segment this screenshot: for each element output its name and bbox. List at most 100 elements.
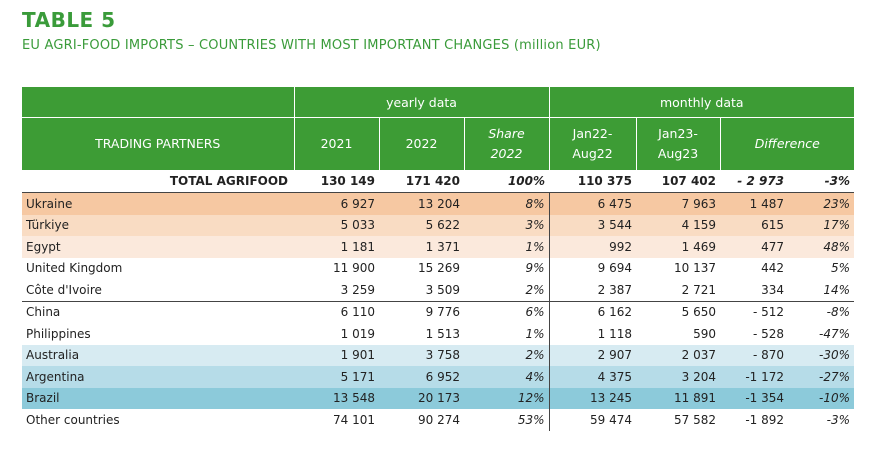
header-share-line2: 2022 — [490, 146, 523, 161]
difference-pct: 17% — [788, 214, 855, 236]
total-row: TOTAL AGRIFOOD 130 149 171 420 100% 110 … — [22, 170, 855, 193]
value-jan22-aug22: 4 375 — [548, 366, 637, 388]
value-2021: 3 259 — [294, 279, 379, 301]
country-name: Ukraine — [22, 192, 294, 215]
total-name: TOTAL AGRIFOOD — [22, 170, 294, 193]
country-name: Australia — [22, 344, 294, 366]
difference-pct: 5% — [788, 257, 855, 279]
table-row: Türkiye 5 033 5 622 3% 3 544 4 159 615 17% — [22, 214, 855, 236]
country-name: Argentina — [22, 366, 294, 388]
value-jan23-aug23: 4 159 — [636, 214, 721, 236]
difference-pct: -8% — [788, 300, 855, 323]
value-jan22-aug22: 9 694 — [548, 257, 637, 279]
share-2022: 6% — [464, 300, 550, 323]
value-2021: 13 548 — [294, 387, 379, 409]
difference: 442 — [720, 257, 789, 279]
header-group-row: yearly data monthly data — [22, 87, 855, 118]
header-m2-line1: Jan23- — [658, 126, 698, 141]
value-2022: 1 371 — [379, 236, 464, 258]
total-difference-pct: -3% — [788, 170, 855, 193]
table-row: United Kingdom 11 900 15 269 9% 9 694 10 137 4… — [22, 257, 855, 279]
difference: -1 354 — [720, 387, 789, 409]
table-row: China 6 110 9 776 6% 6 162 5 650- 512 -8% — [22, 300, 855, 323]
country-name: Other countries — [22, 409, 294, 431]
country-name: Egypt — [22, 236, 294, 258]
difference-pct: -3% — [788, 409, 855, 431]
header-2022: 2022 — [378, 117, 464, 170]
table-row: Brazil 13 548 20 173 12% 13 245 11 891 -1 354-… — [22, 387, 855, 409]
header-column-row: TRADING PARTNERS 2021 2022 Share 2022 Ja… — [22, 117, 855, 170]
country-name: United Kingdom — [22, 257, 294, 279]
share-2022: 1% — [464, 236, 550, 258]
value-jan23-aug23: 5 650 — [636, 300, 721, 323]
value-jan23-aug23: 57 582 — [636, 409, 721, 431]
share-2022: 53% — [464, 409, 550, 431]
value-jan22-aug22: 992 — [548, 236, 637, 258]
value-jan22-aug22: 6 475 — [548, 192, 637, 215]
value-jan22-aug22: 1 118 — [548, 323, 637, 345]
difference: 334 — [720, 279, 789, 301]
value-2022: 13 204 — [379, 192, 464, 215]
share-2022: 4% — [464, 366, 550, 388]
value-jan22-aug22: 13 245 — [548, 387, 637, 409]
imports-table: yearly data monthly data TRADING PARTNER… — [22, 87, 855, 431]
share-2022: 12% — [464, 387, 550, 409]
value-2021: 6 927 — [294, 192, 379, 215]
value-2021: 1 901 — [294, 344, 379, 366]
header-share-2022: Share 2022 — [463, 117, 550, 170]
header-share-line1: Share — [488, 126, 525, 141]
total-share: 100% — [464, 170, 550, 193]
table-subtitle: EU AGRI-FOOD IMPORTS – COUNTRIES WITH MO… — [22, 38, 601, 53]
value-jan23-aug23: 590 — [636, 323, 721, 345]
total-jan22-aug22: 110 375 — [549, 170, 637, 193]
header-jan23-aug23: Jan23- Aug23 — [635, 117, 721, 170]
value-2022: 1 513 — [379, 323, 464, 345]
value-jan23-aug23: 2 037 — [636, 344, 721, 366]
value-jan22-aug22: 2 387 — [548, 279, 637, 301]
table-row: Egypt 1 181 1 371 1% 992 1 469 477 48% — [22, 236, 855, 258]
share-2022: 2% — [464, 279, 550, 301]
table-row: Ukraine 6 927 13 204 8% 6 475 7 963 1 487 23% — [22, 192, 855, 215]
country-name: China — [22, 300, 294, 323]
value-2021: 5 171 — [294, 366, 379, 388]
table-row: Other countries 74 101 90 274 53% 59 474 57 5… — [22, 409, 855, 431]
difference-pct: 14% — [788, 279, 855, 301]
header-trading-partners: TRADING PARTNERS — [22, 117, 294, 170]
difference: -1 172 — [720, 366, 789, 388]
difference: - 528 — [720, 323, 789, 345]
value-jan22-aug22: 59 474 — [548, 409, 637, 431]
difference: -1 892 — [720, 409, 789, 431]
country-name: Brazil — [22, 387, 294, 409]
value-jan23-aug23: 10 137 — [636, 257, 721, 279]
value-2022: 90 274 — [379, 409, 464, 431]
header-2021: 2021 — [293, 117, 379, 170]
share-2022: 9% — [464, 257, 550, 279]
value-2022: 3 758 — [379, 344, 464, 366]
value-2022: 3 509 — [379, 279, 464, 301]
header-jan22-aug22: Jan22- Aug22 — [548, 117, 637, 170]
country-rows: Ukraine 6 927 13 204 8% 6 475 7 963 1 487 23% Tü… — [22, 192, 855, 431]
header-m1-line1: Jan22- — [572, 126, 613, 141]
value-2022: 6 952 — [379, 366, 464, 388]
difference-pct: 23% — [788, 192, 855, 215]
difference: 477 — [720, 236, 789, 258]
share-2022: 3% — [464, 214, 550, 236]
share-2022: 2% — [464, 344, 550, 366]
table-title: TABLE 5 — [22, 8, 116, 32]
difference-pct: -10% — [788, 387, 855, 409]
total-2022: 171 420 — [379, 170, 464, 193]
value-2022: 20 173 — [379, 387, 464, 409]
value-jan22-aug22: 3 544 — [548, 214, 637, 236]
header-yearly-data: yearly data — [293, 87, 550, 118]
value-jan23-aug23: 1 469 — [636, 236, 721, 258]
country-name: Türkiye — [22, 214, 294, 236]
value-jan23-aug23: 7 963 — [636, 192, 721, 215]
difference-pct: 48% — [788, 236, 855, 258]
total-difference: - 2 973 — [720, 170, 789, 193]
value-jan23-aug23: 2 721 — [636, 279, 721, 301]
value-jan22-aug22: 2 907 — [548, 344, 637, 366]
value-2022: 5 622 — [379, 214, 464, 236]
table-row: Côte d'Ivoire 3 259 3 509 2% 2 387 2 721 334 14… — [22, 279, 855, 301]
value-2021: 6 110 — [294, 300, 379, 323]
difference: 1 487 — [720, 192, 789, 215]
